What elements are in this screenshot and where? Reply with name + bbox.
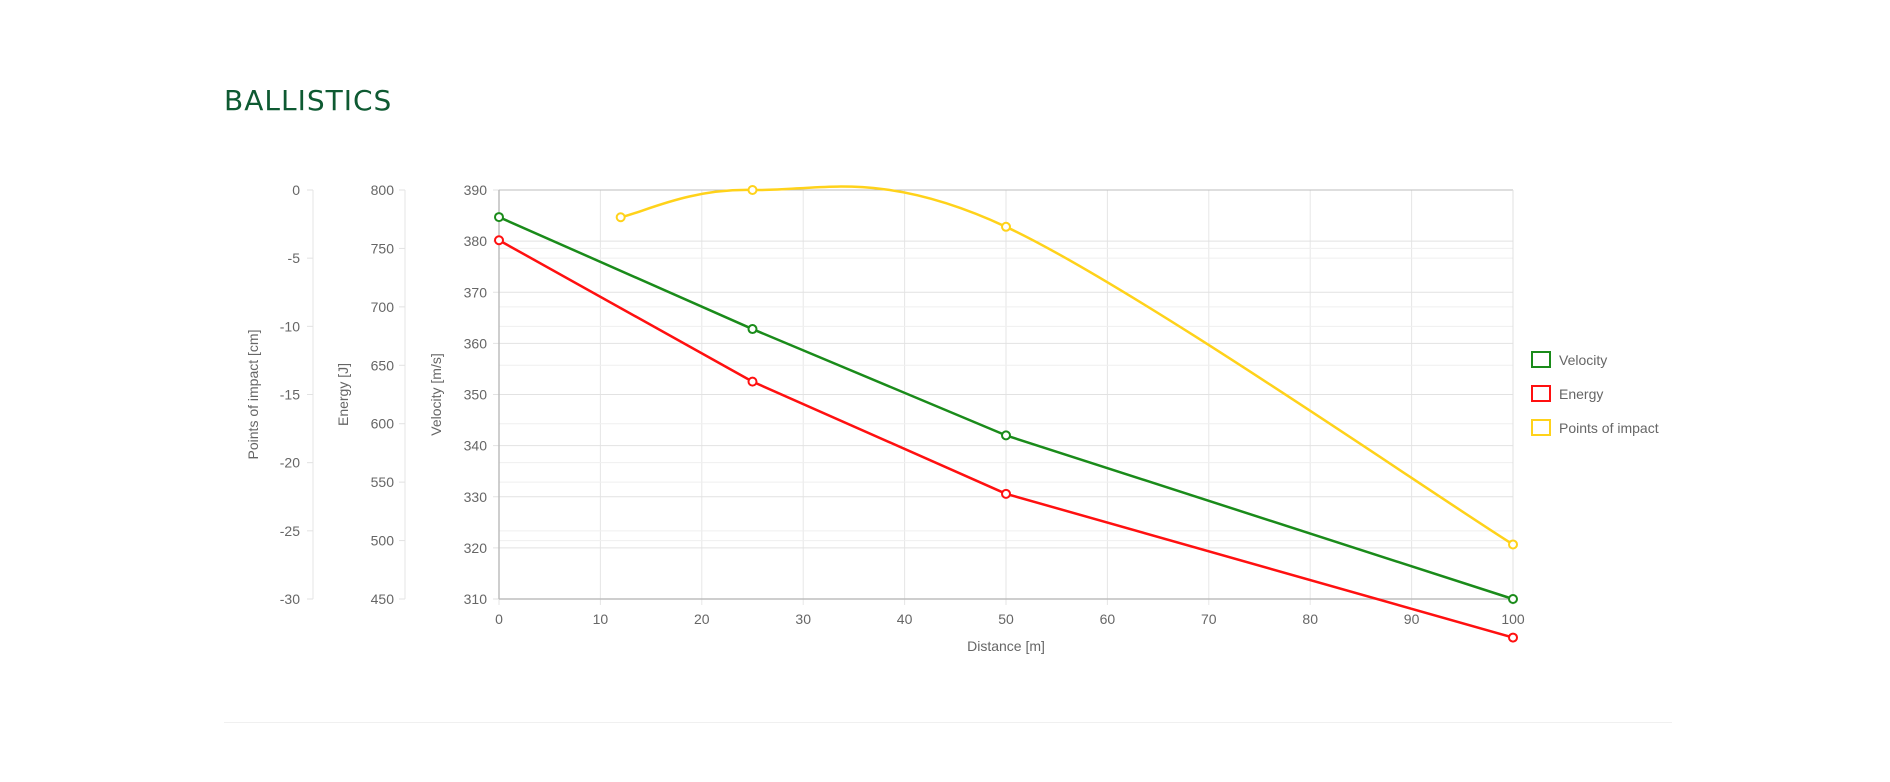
poi-tick-label: -25	[280, 523, 300, 539]
x-tick-label: 40	[897, 611, 913, 627]
x-tick-label: 20	[694, 611, 710, 627]
poi-tick-label: -30	[280, 591, 300, 607]
x-tick-label: 30	[795, 611, 811, 627]
energy-tick-label: 750	[371, 240, 395, 256]
velocity-tick-label: 370	[464, 284, 488, 300]
poi-tick-label: -15	[280, 387, 300, 403]
points-of-impact-line	[620, 185, 1514, 546]
velocity-tick-label: 390	[464, 182, 488, 198]
x-tick-label: 80	[1302, 611, 1318, 627]
section-title: BALLISTICS	[224, 84, 393, 117]
energy-tick-label: 800	[371, 182, 395, 198]
section-divider	[224, 722, 1672, 723]
velocity-point	[494, 212, 504, 223]
legend-label-points-of-impact: Points of impact	[1559, 420, 1659, 436]
legend-swatch-energy	[1531, 385, 1551, 402]
points-of-impact-point	[1001, 221, 1011, 232]
points-of-impact-point	[747, 185, 758, 195]
energy-point	[1001, 488, 1011, 499]
energy-line	[498, 239, 1514, 639]
legend-swatch-points-of-impact	[1531, 419, 1551, 436]
legend-label-velocity: Velocity	[1559, 352, 1607, 368]
velocity-axis-title: Velocity [m/s]	[428, 353, 444, 435]
velocity-tick-label: 320	[464, 540, 488, 556]
energy-tick-label: 700	[371, 299, 395, 315]
energy-point	[1508, 632, 1518, 643]
velocity-tick-label: 360	[464, 335, 488, 351]
velocity-tick-label: 340	[464, 438, 488, 454]
energy-tick-label: 450	[371, 591, 395, 607]
velocity-tick-label: 350	[464, 387, 488, 403]
poi-tick-label: 0	[292, 182, 300, 198]
points-of-impact-point	[1508, 539, 1518, 550]
energy-axis-title: Energy [J]	[335, 363, 351, 426]
chart-series	[494, 185, 1518, 643]
chart-grid	[498, 189, 1514, 605]
poi-tick-label: -20	[280, 455, 300, 471]
velocity-tick-label: 310	[464, 591, 488, 607]
legend-swatch-velocity	[1531, 351, 1551, 368]
x-tick-label: 90	[1404, 611, 1420, 627]
energy-point	[494, 235, 504, 246]
poi-tick-label: -10	[280, 318, 300, 334]
velocity-point	[1508, 594, 1518, 604]
x-tick-label: 0	[495, 611, 503, 627]
legend-label-energy: Energy	[1559, 386, 1603, 402]
energy-tick-label: 500	[371, 533, 395, 549]
x-tick-label: 10	[593, 611, 609, 627]
energy-point	[747, 376, 758, 387]
velocity-tick-label: 380	[464, 233, 488, 249]
velocity-line	[498, 215, 1514, 601]
x-tick-label: 50	[998, 611, 1014, 627]
x-axis-title: Distance [m]	[967, 638, 1045, 654]
x-tick-label: 60	[1100, 611, 1116, 627]
energy-tick-label: 650	[371, 357, 395, 373]
x-tick-label: 70	[1201, 611, 1217, 627]
poi-axis-title: Points of impact [cm]	[245, 330, 261, 460]
energy-tick-label: 600	[371, 416, 395, 432]
chart-legend: Velocity Energy Points of impact	[1531, 351, 1659, 436]
energy-tick-label: 550	[371, 474, 395, 490]
chart-axes: 0 10 20 30 40 50 60 70 80 90 100 0 -5 -10 -15 -20 -25 -30…	[245, 182, 1525, 654]
velocity-tick-label: 330	[464, 489, 488, 505]
points-of-impact-point	[615, 212, 626, 223]
velocity-point	[747, 324, 758, 335]
x-tick-label: 100	[1501, 611, 1525, 627]
velocity-point	[1001, 430, 1011, 441]
poi-tick-label: -5	[288, 250, 301, 266]
